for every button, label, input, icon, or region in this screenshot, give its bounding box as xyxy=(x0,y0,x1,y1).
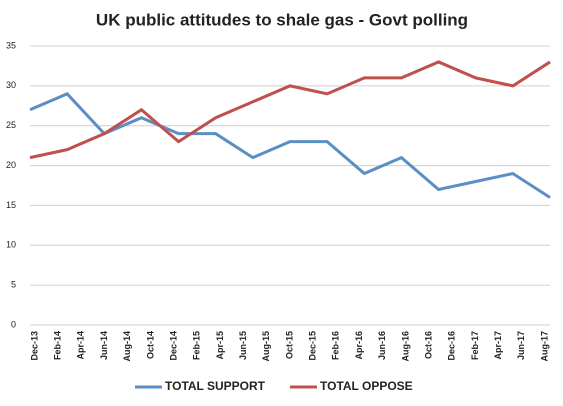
legend-label: TOTAL OPPOSE xyxy=(320,379,413,393)
y-tick-label: 30 xyxy=(6,80,16,90)
x-tick-label: Oct-14 xyxy=(145,331,155,359)
x-tick-label: Oct-16 xyxy=(423,331,433,359)
y-tick-label: 5 xyxy=(11,280,16,290)
x-tick-label: Apr-17 xyxy=(493,331,503,360)
x-tick-label: Aug-17 xyxy=(539,331,549,362)
y-tick-label: 15 xyxy=(6,200,16,210)
x-tick-label: Dec-15 xyxy=(308,331,318,361)
x-tick-label: Apr-14 xyxy=(76,331,86,360)
chart-title: UK public attitudes to shale gas - Govt … xyxy=(96,10,468,29)
x-tick-label: Dec-16 xyxy=(447,331,457,361)
x-tick-label: Jun-17 xyxy=(516,331,526,360)
legend-label: TOTAL SUPPORT xyxy=(165,379,266,393)
y-tick-label: 20 xyxy=(6,160,16,170)
x-tick-label: Feb-16 xyxy=(331,331,341,360)
x-tick-label: Aug-14 xyxy=(122,331,132,362)
x-tick-label: Apr-15 xyxy=(215,331,225,360)
x-tick-label: Aug-16 xyxy=(400,331,410,362)
y-tick-label: 0 xyxy=(11,319,16,329)
x-tick-label: Feb-15 xyxy=(192,331,202,360)
y-tick-label: 10 xyxy=(6,240,16,250)
y-tick-label: 25 xyxy=(6,120,16,130)
x-tick-label: Feb-14 xyxy=(53,331,63,360)
x-tick-label: Jun-16 xyxy=(377,331,387,360)
x-tick-label: Jun-14 xyxy=(99,331,109,360)
x-tick-label: Apr-16 xyxy=(354,331,364,360)
x-tick-label: Aug-15 xyxy=(261,331,271,362)
x-tick-label: Jun-15 xyxy=(238,331,248,360)
x-tick-label: Oct-15 xyxy=(284,331,294,359)
x-tick-label: Feb-17 xyxy=(470,331,480,360)
y-tick-label: 35 xyxy=(6,40,16,50)
x-tick-label: Dec-14 xyxy=(168,331,178,361)
x-tick-label: Dec-13 xyxy=(29,331,39,361)
series-line xyxy=(29,92,551,199)
series-line xyxy=(29,60,551,160)
